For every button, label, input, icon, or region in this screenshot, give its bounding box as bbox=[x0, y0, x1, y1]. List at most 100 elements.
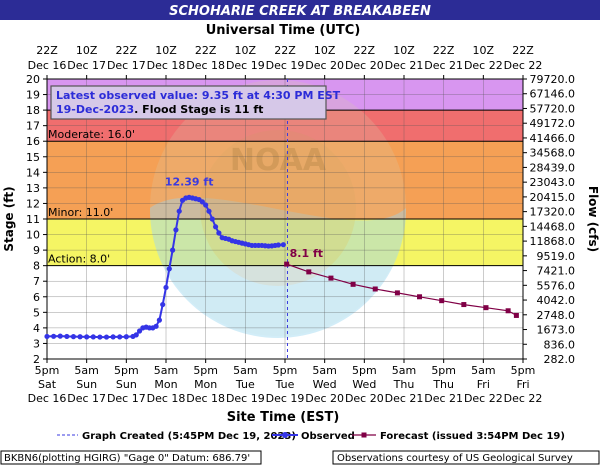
right-tick-label: 57720.0 bbox=[530, 102, 576, 115]
bottom-tick-label-date: Dec 20 bbox=[305, 392, 344, 405]
bottom-tick-label-day: Sun bbox=[76, 378, 97, 391]
right-tick-label: 5576.0 bbox=[537, 279, 576, 292]
left-tick-label: 15 bbox=[26, 151, 40, 164]
left-tick-label: 16 bbox=[26, 135, 40, 148]
bottom-tick-label-date: Dec 18 bbox=[147, 392, 186, 405]
observed-point bbox=[84, 334, 90, 340]
right-tick-label: 4042.0 bbox=[537, 294, 576, 307]
bottom-tick-label-time: 5am bbox=[154, 364, 178, 377]
footer-right: Observations courtesy of US Geological S… bbox=[337, 453, 573, 464]
left-tick-label: 11 bbox=[26, 213, 40, 226]
forecast-point bbox=[394, 290, 400, 296]
right-tick-label: 836.0 bbox=[544, 338, 576, 351]
left-tick-label: 19 bbox=[26, 89, 40, 102]
left-tick-label: 13 bbox=[26, 182, 40, 195]
observed-point bbox=[51, 333, 57, 339]
left-tick-label: 14 bbox=[26, 166, 40, 179]
bottom-tick-label-time: 5pm bbox=[273, 364, 298, 377]
legend-created: Graph Created (5:45PM Dec 19, 2023) bbox=[82, 431, 296, 442]
top-tick-label-date: Dec 20 bbox=[305, 59, 344, 72]
top-tick-label-time: 22Z bbox=[354, 44, 376, 57]
left-tick-label: 18 bbox=[26, 104, 40, 117]
top-tick-label-time: 22Z bbox=[274, 44, 296, 57]
observed-point bbox=[156, 317, 162, 323]
right-tick-label: 23043.0 bbox=[530, 176, 576, 189]
left-tick-label: 3 bbox=[33, 337, 40, 350]
top-tick-label-time: 10Z bbox=[76, 44, 98, 57]
left-tick-label: 4 bbox=[33, 322, 40, 335]
top-tick-label-time: 10Z bbox=[235, 44, 257, 57]
right-tick-label: 79720.0 bbox=[530, 73, 576, 86]
legend: Graph Created (5:45PM Dec 19, 2023) Obse… bbox=[57, 431, 565, 442]
right-tick-label: 20415.0 bbox=[530, 191, 576, 204]
observed-point bbox=[163, 284, 169, 291]
bottom-tick-label-day: Wed bbox=[313, 378, 337, 391]
latest-observed-line2: 19-Dec-2023. Flood Stage is 11 ft bbox=[56, 103, 263, 116]
bottom-tick-label-date: Dec 21 bbox=[424, 392, 463, 405]
observed-point bbox=[275, 242, 281, 248]
right-tick-label: 14468.0 bbox=[530, 220, 576, 233]
top-tick-label-time: 22Z bbox=[195, 44, 217, 57]
top-axis-ticks: 22Z Dec 16 10Z Dec 17 22Z Dec 17 10Z Dec 18 22Z D… bbox=[28, 44, 542, 79]
top-tick-label-time: 10Z bbox=[314, 44, 336, 57]
latest-observed-line1: Latest observed value: 9.35 ft at 4:30 P… bbox=[56, 89, 341, 102]
flood-stage-text: . Flood Stage is 11 ft bbox=[134, 103, 263, 116]
bottom-tick-label-day: Wed bbox=[352, 378, 376, 391]
bottom-tick-label-day: Thu bbox=[432, 378, 454, 391]
bottom-tick-label-day: Sun bbox=[116, 378, 137, 391]
forecast-point bbox=[483, 305, 489, 311]
bottom-tick-label-date: Dec 21 bbox=[385, 392, 424, 405]
right-tick-label: 282.0 bbox=[544, 353, 576, 366]
band-label-action: Action: 8.0' bbox=[48, 253, 110, 266]
observed-point bbox=[64, 333, 70, 340]
bottom-tick-label-time: 5pm bbox=[431, 364, 456, 377]
observed-point bbox=[153, 323, 159, 329]
right-tick-label: 67146.0 bbox=[530, 88, 576, 101]
observed-point bbox=[44, 333, 50, 340]
top-tick-label-date: Dec 21 bbox=[424, 59, 463, 72]
left-tick-label: 10 bbox=[26, 229, 40, 242]
left-tick-label: 12 bbox=[26, 197, 40, 210]
bottom-tick-label-date: Dec 17 bbox=[67, 392, 106, 405]
bottom-tick-label-day: Mon bbox=[154, 378, 177, 391]
bottom-tick-label-time: 5pm bbox=[35, 364, 60, 377]
observed-point bbox=[133, 332, 139, 338]
forecast-point bbox=[306, 269, 312, 275]
observed-point bbox=[203, 202, 209, 208]
bottom-tick-label-day: Tue bbox=[275, 378, 295, 391]
bottom-tick-label-date: Dec 17 bbox=[107, 392, 146, 405]
bottom-tick-label-time: 5am bbox=[471, 364, 495, 377]
observed-point bbox=[280, 242, 286, 248]
annotations: 12.39 ft 8.1 ft bbox=[165, 175, 323, 260]
forecast-point bbox=[328, 275, 334, 281]
top-tick-label-date: Dec 17 bbox=[67, 59, 106, 72]
bottom-tick-label-day: Thu bbox=[393, 378, 415, 391]
bottom-tick-label-time: 5am bbox=[312, 364, 336, 377]
top-tick-label-time: 10Z bbox=[393, 44, 415, 57]
right-tick-label: 9519.0 bbox=[537, 250, 576, 263]
observed-point bbox=[57, 333, 63, 339]
bottom-tick-label-time: 5am bbox=[392, 364, 416, 377]
left-tick-label: 20 bbox=[26, 73, 40, 86]
observed-point bbox=[97, 334, 103, 340]
band-label-minor: Minor: 11.0' bbox=[48, 206, 113, 219]
top-tick-label-date: Dec 20 bbox=[345, 59, 384, 72]
legend-observed: Observed bbox=[301, 431, 355, 442]
observed-point bbox=[166, 266, 172, 272]
footer-left-box bbox=[0, 450, 262, 465]
bottom-tick-label-date: Dec 16 bbox=[28, 392, 67, 405]
observed-point bbox=[170, 247, 176, 253]
observed-point bbox=[176, 208, 182, 214]
flood-category-labels: Moderate: 16.0' Minor: 11.0' Action: 8.0' bbox=[48, 128, 135, 265]
bottom-tick-label-date: Dec 18 bbox=[186, 392, 225, 405]
forecast-point bbox=[461, 302, 467, 308]
bottom-tick-label-time: 5am bbox=[74, 364, 98, 377]
series-line-forecast bbox=[286, 263, 517, 316]
peak-label: 12.39 ft bbox=[165, 175, 214, 188]
right-tick-label: 41466.0 bbox=[530, 132, 576, 145]
bottom-tick-label-time: 5pm bbox=[511, 364, 536, 377]
forecast-point bbox=[505, 308, 511, 314]
